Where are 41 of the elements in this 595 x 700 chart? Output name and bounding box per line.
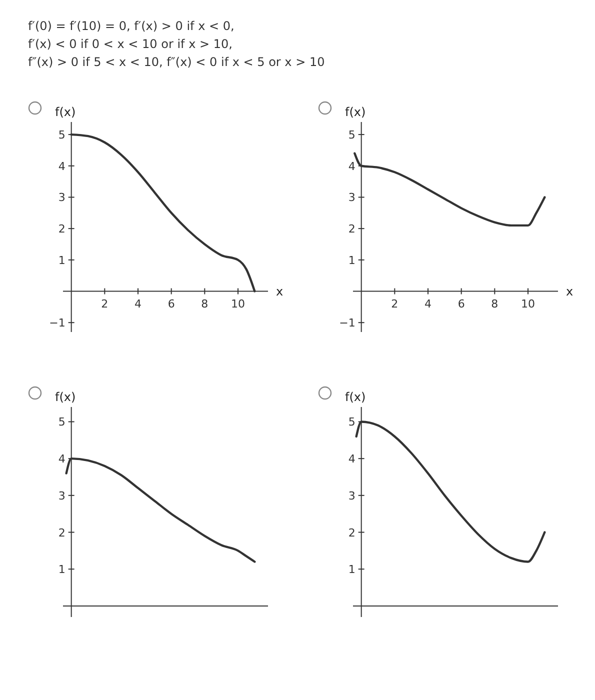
x-tick-label: 6 (168, 297, 175, 310)
y-tick-label: 5 (348, 416, 356, 429)
text: f′(x) < 0 if 0 < x < 10 or if x > 10, (28, 37, 232, 51)
y-tick-label: 3 (58, 489, 66, 502)
y-tick-label: 4 (348, 160, 356, 173)
y-tick-label: 5 (348, 128, 356, 142)
y-axis-title: f(x) (54, 105, 76, 119)
x-tick-label: 10 (231, 297, 245, 310)
y-tick-label: −1 (49, 316, 66, 330)
x-tick-label: 2 (391, 297, 398, 310)
y-tick-label: 4 (58, 160, 66, 173)
y-axis-title: f(x) (344, 105, 366, 119)
y-tick-label: 1 (58, 563, 66, 576)
x-tick-label: 4 (424, 297, 432, 310)
y-tick-label: 2 (348, 222, 356, 236)
text: f″(x) > 0 if 5 < x < 10, f″(x) < 0 if x < 5 or x > 10 (28, 55, 325, 69)
y-tick-label: 5 (58, 416, 66, 429)
y-tick-label: −1 (339, 316, 356, 330)
y-tick-label: 3 (348, 191, 356, 204)
x-tick-label: 2 (101, 297, 108, 310)
x-tick-label: 10 (521, 297, 535, 310)
y-tick-label: 1 (348, 254, 356, 267)
x-tick-label: 8 (491, 297, 498, 310)
y-tick-label: 4 (348, 452, 356, 466)
y-tick-label: 3 (58, 191, 66, 204)
y-axis-title: f(x) (54, 390, 76, 404)
text: f′(0) = f′(10) = 0, f′(x) > 0 if x < 0, (28, 19, 234, 33)
x-tick-label: 8 (201, 297, 208, 310)
y-tick-label: 1 (348, 563, 356, 576)
y-tick-label: 2 (348, 526, 356, 540)
x-tick-label: 4 (134, 297, 142, 310)
y-tick-label: 1 (58, 254, 66, 267)
y-tick-label: 5 (58, 128, 66, 142)
x-axis-title: x (276, 284, 284, 298)
y-tick-label: 4 (58, 452, 66, 466)
y-tick-label: 2 (58, 222, 66, 236)
y-tick-label: 2 (58, 526, 66, 540)
x-axis-title: x (566, 284, 574, 298)
x-tick-label: 6 (458, 297, 465, 310)
y-tick-label: 3 (348, 489, 356, 502)
y-axis-title: f(x) (344, 390, 366, 404)
